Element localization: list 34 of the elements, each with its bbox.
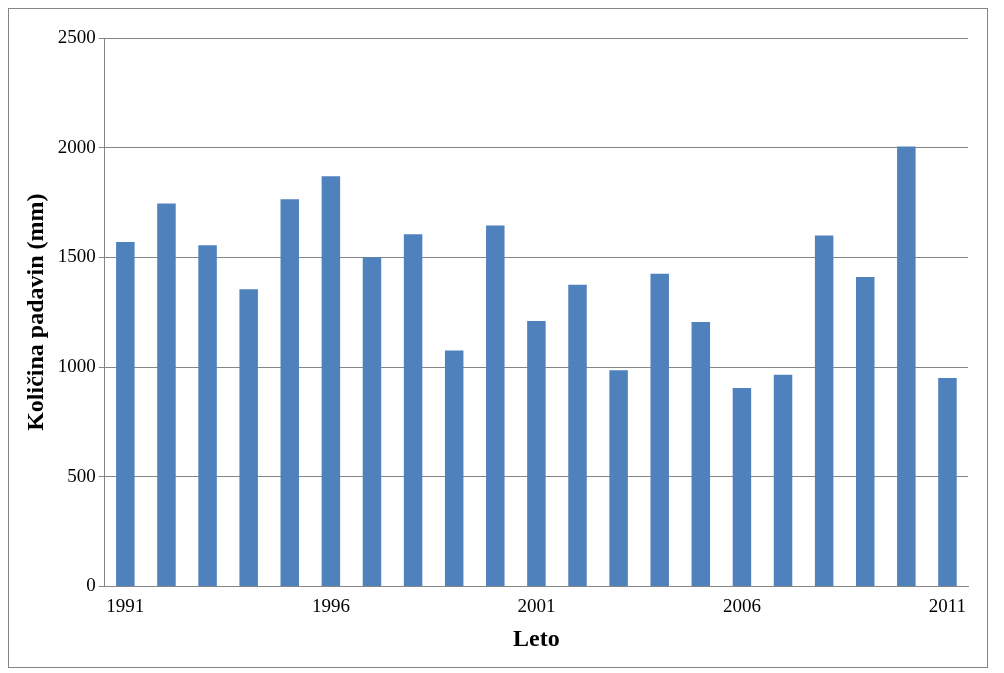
bar <box>568 284 587 586</box>
bar <box>116 242 135 586</box>
bar <box>938 378 957 586</box>
bar <box>239 289 258 586</box>
x-tick-label: 2006 <box>722 594 761 616</box>
y-tick-label: 2500 <box>57 25 96 47</box>
x-tick-label: 1991 <box>106 594 145 616</box>
bar <box>280 199 300 586</box>
y-tick-label: 0 <box>86 574 96 596</box>
bar <box>650 273 669 586</box>
bar <box>403 234 423 586</box>
bar <box>362 257 382 586</box>
y-tick-label: 2000 <box>57 135 96 157</box>
bar <box>855 277 875 586</box>
y-tick-label: 1500 <box>57 245 96 267</box>
bar <box>527 320 546 586</box>
bar <box>897 146 916 586</box>
y-tick-label: 500 <box>67 464 96 486</box>
bar <box>444 350 464 586</box>
bar <box>321 176 341 586</box>
bar <box>157 203 176 586</box>
y-axis-title: Količina padavin (mm) <box>21 193 48 431</box>
x-axis-title: Leto <box>513 624 560 651</box>
bar <box>486 225 505 586</box>
bar <box>609 370 628 586</box>
x-tick-label: 1996 <box>311 594 350 616</box>
x-tick-label: 2011 <box>928 594 967 616</box>
bar <box>691 322 711 586</box>
bar <box>773 374 793 586</box>
bar <box>814 235 834 586</box>
bar <box>198 245 217 586</box>
y-tick-label: 1000 <box>57 355 96 377</box>
bar <box>732 387 752 586</box>
x-tick-label: 2001 <box>517 594 556 616</box>
